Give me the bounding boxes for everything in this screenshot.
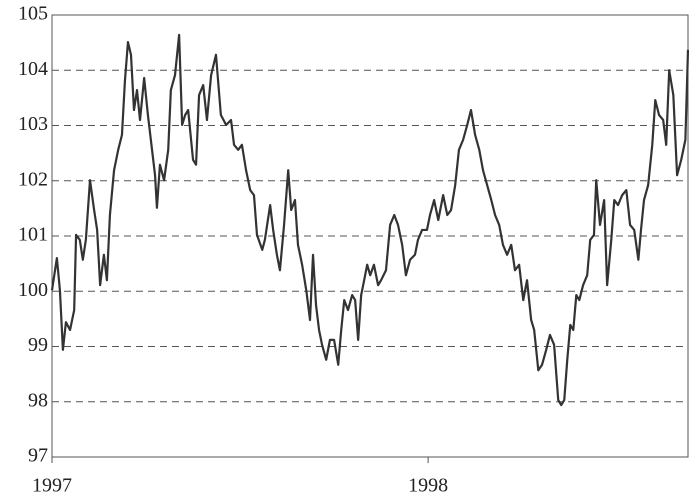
y-tick-label: 105 (18, 3, 48, 25)
y-tick-label: 99 (28, 334, 48, 356)
y-tick-label: 100 (18, 279, 48, 301)
y-tick-label: 102 (18, 168, 48, 190)
y-tick-label: 104 (18, 58, 48, 80)
y-tick-label: 101 (18, 224, 48, 246)
line-series (50, 33, 689, 407)
x-tick-label: 1997 (32, 475, 72, 497)
y-tick-label: 98 (28, 389, 48, 411)
y-tick-label: 97 (28, 445, 48, 467)
y-tick-label: 103 (18, 113, 48, 135)
x-tick-label: 1998 (408, 475, 448, 497)
